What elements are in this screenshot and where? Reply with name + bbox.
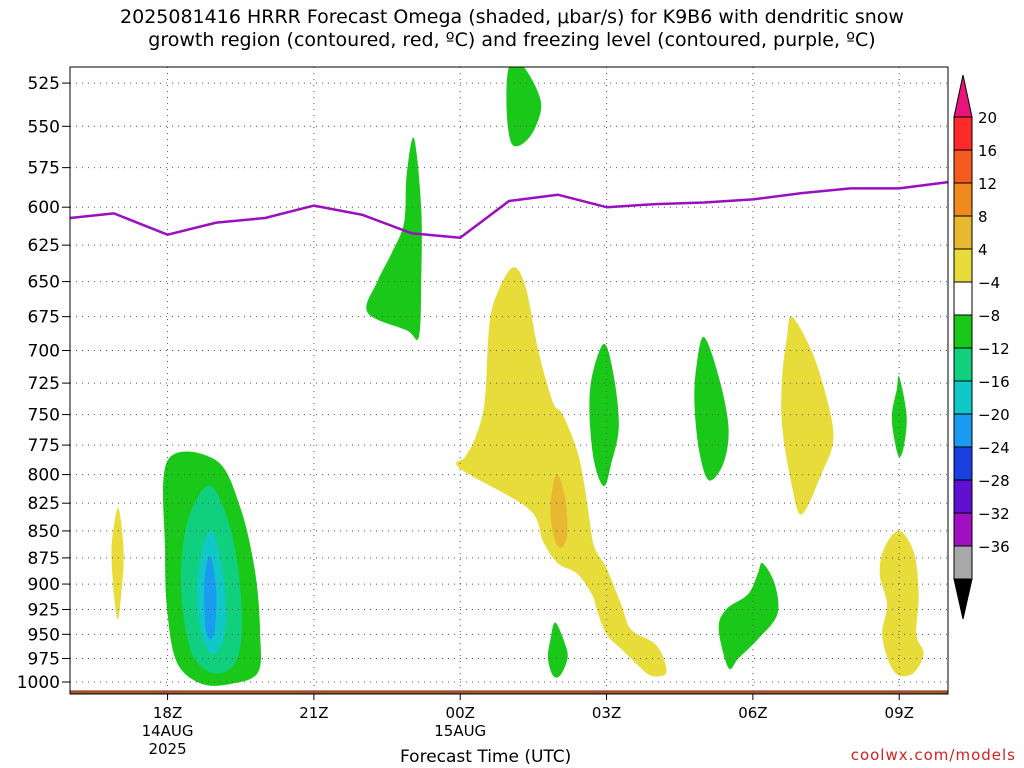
credit-text: coolwx.com/models	[850, 746, 1016, 764]
colorbar-swatch-3	[953, 215, 973, 250]
x-tick-label-03Z: 03Z	[592, 704, 621, 722]
colorbar-swatch-12	[953, 512, 973, 547]
colorbar-label-8: −16	[978, 373, 1010, 391]
y-tick-label-850: 850	[28, 522, 60, 542]
y-tick-label-775: 775	[28, 436, 60, 456]
omega-region-4	[111, 507, 124, 620]
omega-region-6	[506, 67, 542, 147]
colorbar-label-13: −36	[978, 538, 1010, 556]
chart-title: 2025081416 HRRR Forecast Omega (shaded, …	[0, 6, 1024, 52]
omega-region-13	[891, 375, 907, 458]
omega-region-15	[879, 530, 924, 677]
chart-title-line1: 2025081416 HRRR Forecast Omega (shaded, …	[120, 6, 904, 28]
y-tick-label-825: 825	[28, 494, 60, 514]
omega-region-3	[204, 555, 217, 640]
omega-region-11	[694, 336, 729, 481]
colorbar-swatch-1	[953, 149, 973, 184]
colorbar-label-5: −4	[978, 274, 1000, 292]
omega-region-5	[366, 137, 422, 341]
colorbar-swatch-2	[953, 182, 973, 217]
omega-region-14	[718, 562, 779, 670]
omega-region-7	[456, 267, 667, 677]
x-tick-label-06Z: 06Z	[738, 704, 767, 722]
colorbar-swatch-8	[953, 380, 973, 415]
y-tick-label-650: 650	[28, 273, 60, 293]
colorbar-swatch-5	[953, 281, 973, 316]
colorbar-swatch-11	[953, 479, 973, 514]
omega-region-9	[547, 622, 568, 678]
colorbar-label-7: −12	[978, 340, 1010, 358]
y-axis: 525 550 575 600 625 650 675 700 725 750 775 800 825 8…	[17, 74, 70, 693]
x-tick-year-18Z: 2025	[148, 740, 186, 758]
ground-bar	[70, 690, 948, 694]
omega-shading-layer	[111, 67, 924, 686]
colorbar: 20 16 12 8 4 −4 −8 −12 −16 −20 −24 −28 −32 −36	[953, 74, 1010, 620]
colorbar-swatch-7	[953, 347, 973, 382]
y-tick-label-675: 675	[28, 308, 60, 328]
x-tick-label-09Z: 09Z	[885, 704, 914, 722]
ground-layer	[70, 690, 948, 694]
colorbar-swatch-0	[953, 116, 973, 151]
y-tick-label-750: 750	[28, 406, 60, 426]
plot-frame	[69, 66, 949, 695]
x-tick-date-00Z: 15AUG	[434, 722, 486, 740]
x-tick-label-00Z: 00Z	[446, 704, 475, 722]
freezing-level-layer	[69, 180, 949, 239]
colorbar-label-11: −28	[978, 472, 1010, 490]
colorbar-label-6: −8	[978, 307, 1000, 325]
colorbar-label-9: −20	[978, 406, 1010, 424]
colorbar-swatch-13	[953, 545, 973, 580]
x-tick-label-21Z: 21Z	[299, 704, 328, 722]
y-tick-label-600: 600	[28, 198, 60, 218]
y-tick-label-800: 800	[28, 466, 60, 486]
colorbar-swatch-4	[953, 248, 973, 283]
y-tick-label-875: 875	[28, 549, 60, 569]
y-tick-label-625: 625	[28, 236, 60, 256]
colorbar-swatch-9	[953, 413, 973, 448]
colorbar-label-2: 12	[978, 175, 997, 193]
x-tick-date-18Z: 14AUG	[142, 722, 194, 740]
x-axis-label: Forecast Time (UTC)	[400, 747, 572, 767]
y-tick-label-900: 900	[28, 575, 60, 595]
colorbar-swatch-6	[953, 314, 973, 349]
y-tick-label-575: 575	[28, 159, 60, 179]
colorbar-label-12: −32	[978, 505, 1010, 523]
colorbar-swatch-10	[953, 446, 973, 481]
y-tick-label-975: 975	[28, 649, 60, 669]
freezing-level-line	[69, 180, 949, 239]
colorbar-label-10: −24	[978, 439, 1010, 457]
colorbar-top-arrow	[953, 74, 973, 118]
y-tick-label-525: 525	[28, 74, 60, 94]
chart-title-line2: growth region (contoured, red, ºC) and f…	[148, 29, 876, 51]
x-tick-label-18Z: 18Z	[153, 704, 182, 722]
y-tick-label-700: 700	[28, 341, 60, 361]
y-tick-label-950: 950	[28, 625, 60, 645]
colorbar-label-0: 20	[978, 109, 997, 127]
y-tick-label-725: 725	[28, 374, 60, 394]
grid-layer	[70, 67, 948, 694]
colorbar-label-4: 4	[978, 241, 988, 259]
omega-region-8	[550, 474, 568, 548]
y-tick-label-1000: 1000	[17, 673, 60, 693]
colorbar-label-3: 8	[978, 208, 988, 226]
y-tick-label-925: 925	[28, 601, 60, 621]
omega-region-12	[781, 316, 834, 515]
colorbar-label-1: 16	[978, 142, 997, 160]
colorbar-bottom-arrow	[953, 578, 973, 620]
y-tick-label-550: 550	[28, 117, 60, 137]
